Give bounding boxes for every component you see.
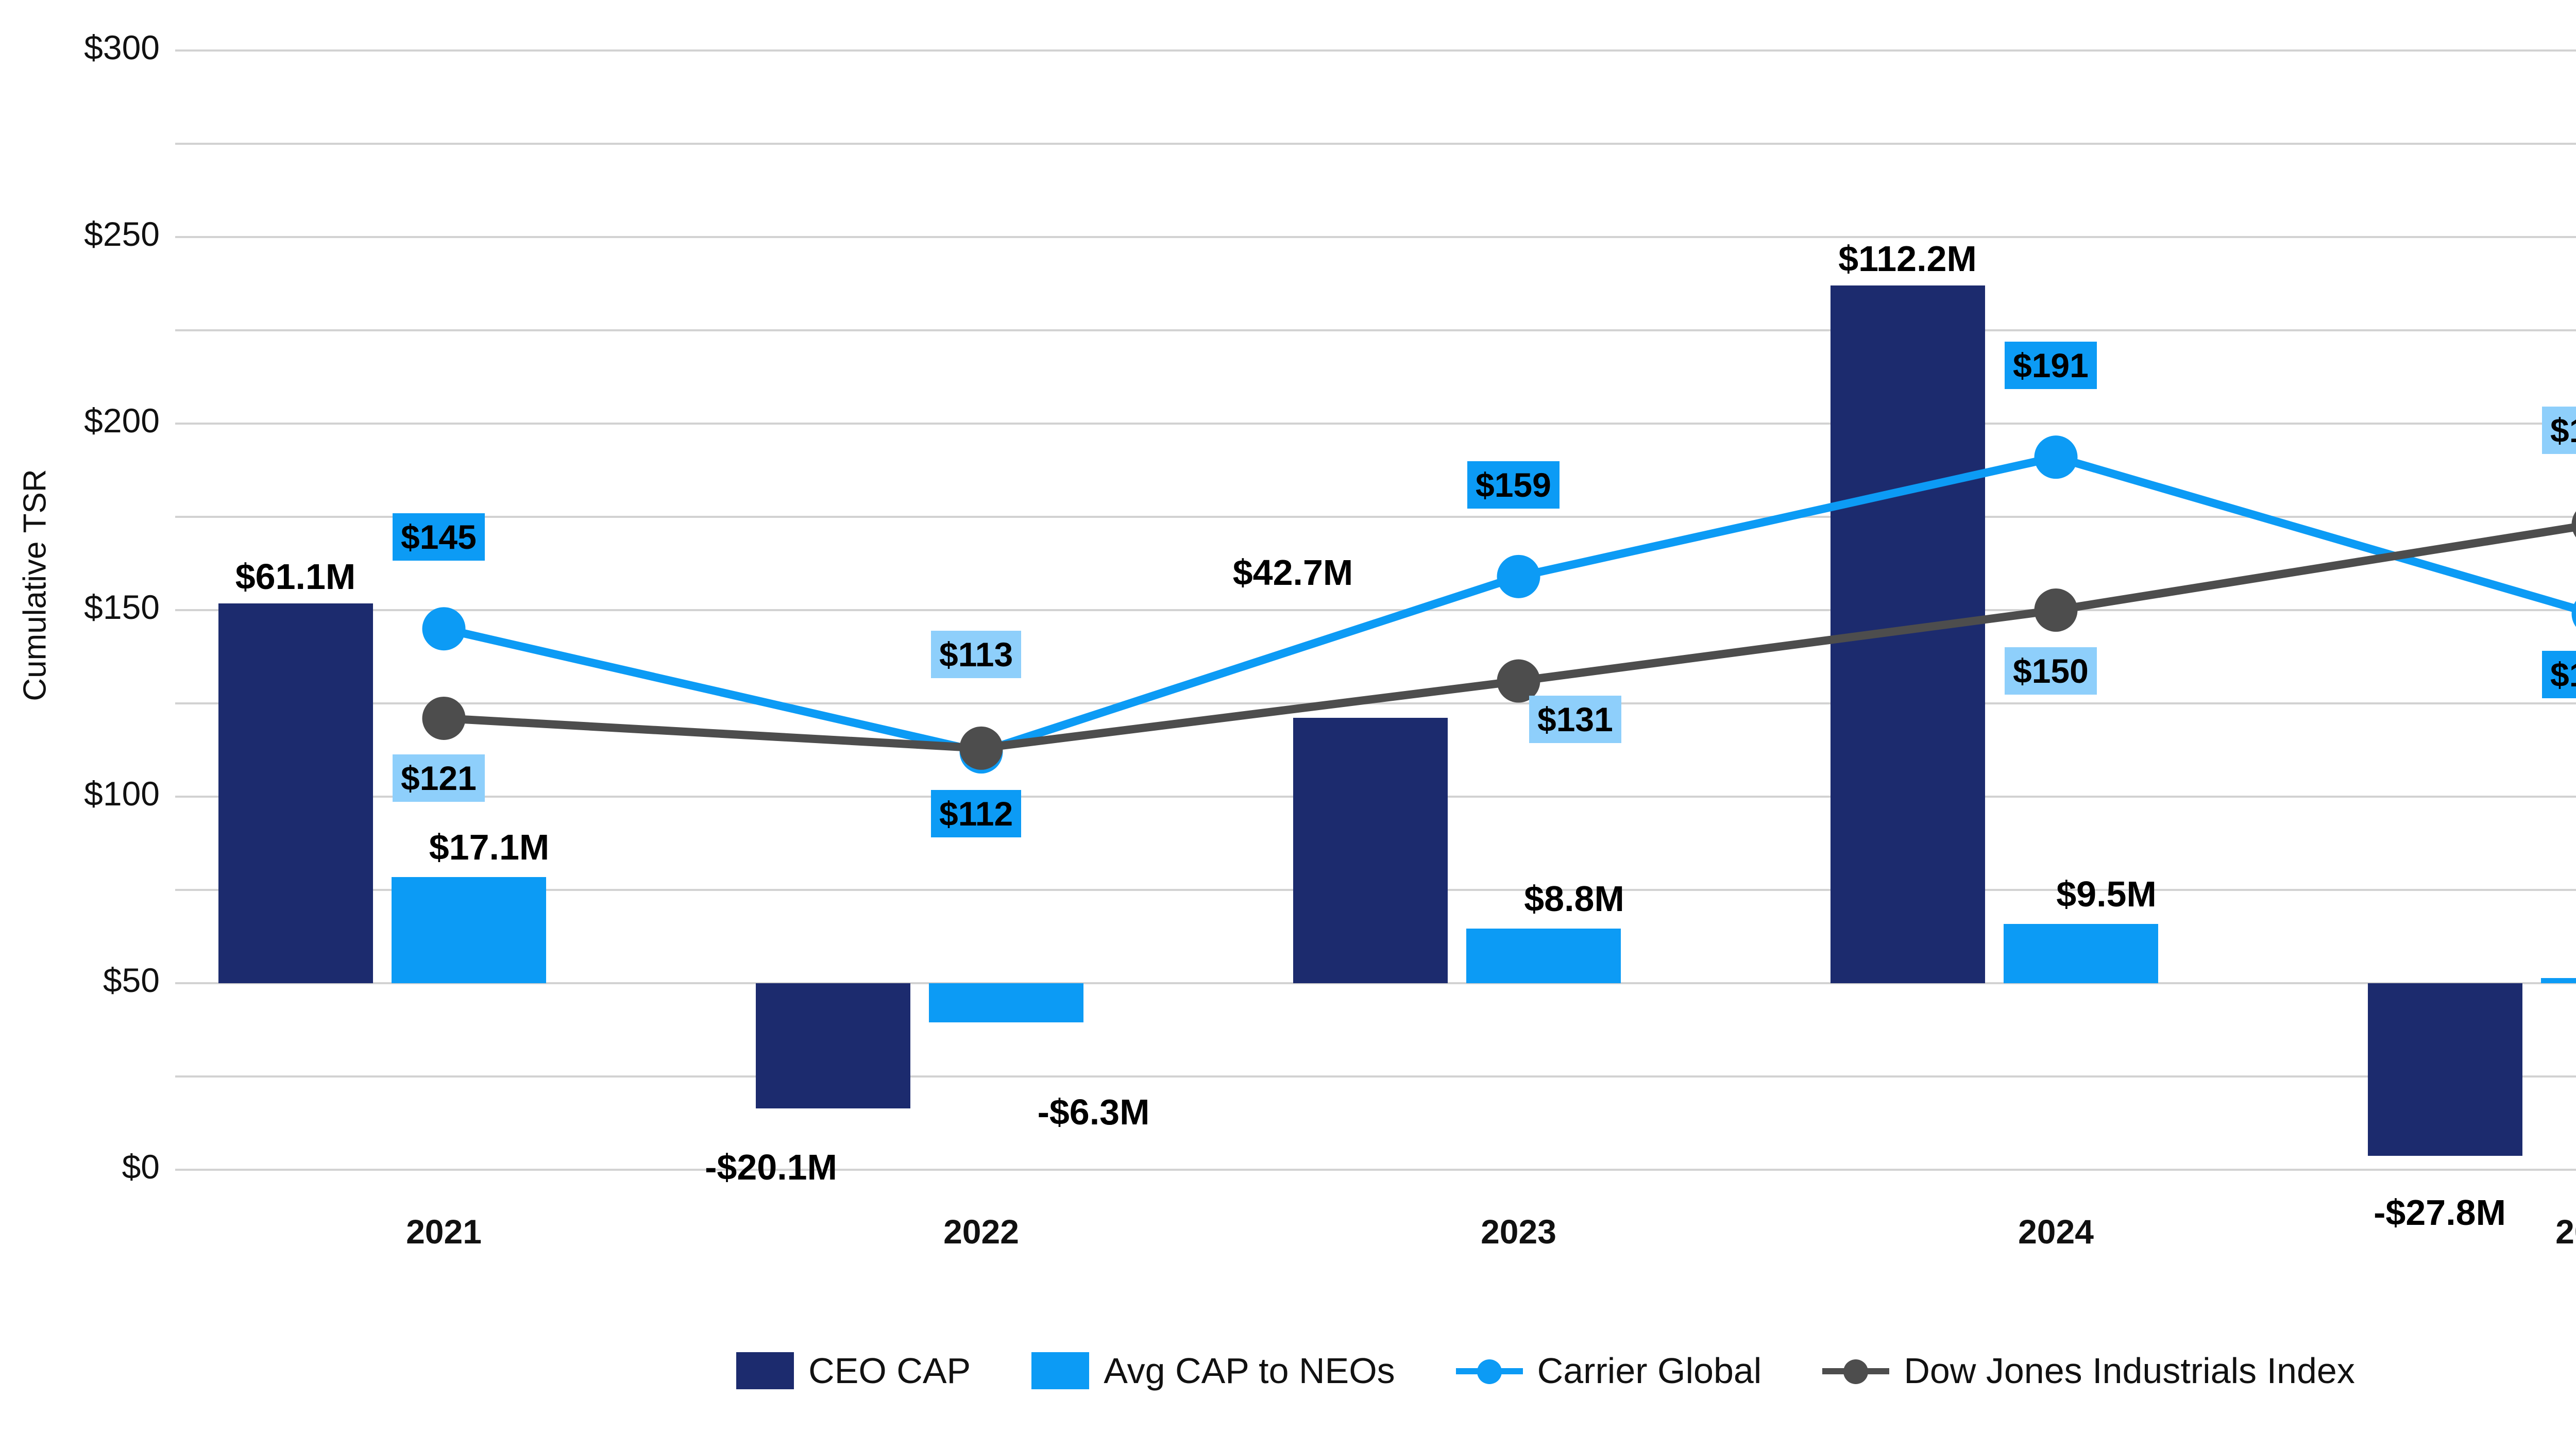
gridline [175,982,2576,984]
dow-value-label: $131 [1529,695,1621,743]
bar-value-label: -$27.8M [2374,1192,2506,1233]
gridline [175,49,2576,52]
bar-ceo-cap[interactable] [1293,717,1448,983]
bar-value-label: $42.7M [1232,552,1353,593]
left-axis-tick-label: $100 [84,775,160,813]
x-axis-tick-label: 2023 [1481,1213,1556,1251]
bar-ceo-cap[interactable] [755,983,910,1108]
bar-ceo-cap[interactable] [218,603,373,983]
gridline [175,1169,2576,1171]
carrier-value-label: $145 [393,513,485,561]
gridline [175,423,2576,425]
carrier-value-label: $191 [2005,342,2097,390]
legend-item[interactable]: Avg CAP to NEOs [1031,1350,1395,1391]
legend-swatch-icon [1031,1352,1090,1389]
legend-line-marker-icon [1455,1352,1523,1389]
left-axis-tick-label: $300 [84,28,160,66]
bar-avg-cap-neos[interactable] [2003,924,2158,983]
bar-avg-cap-neos[interactable] [1466,928,1621,983]
gridline [175,329,2576,331]
bar-value-label: -$6.3M [1037,1092,1150,1133]
gridline [175,1075,2576,1078]
legend-item[interactable]: CEO CAP [736,1350,971,1391]
x-axis-tick-label: 2021 [406,1213,482,1251]
carrier-value-label: $149 [2542,651,2576,699]
legend-dot-icon [1843,1359,1869,1384]
bar-avg-cap-neos[interactable] [2540,978,2576,983]
left-axis-tick-label: $200 [84,401,160,440]
dow-value-label: $150 [2005,647,2097,695]
plot-area: $61.1M -$20.1M $42.7M $112.2M -$27.8M $17.1M -… [175,49,2576,1233]
gridline [175,143,2576,145]
left-axis-tick-label: $250 [84,215,160,253]
chart-legend: CEO CAP Avg CAP to NEOs Carrier Global Dow … [0,1350,2576,1391]
left-axis-tick-label: $50 [103,961,160,999]
legend-label: Dow Jones Industrials Index [1904,1351,2355,1391]
left-axis-title: Cumulative TSR [17,469,53,701]
bar-value-label: $9.5M [2056,874,2157,915]
x-axis-tick-label: 2022 [943,1213,1019,1251]
left-axis-tick-label: $0 [122,1148,160,1186]
carrier-value-label: $112 [931,790,1022,838]
bar-ceo-cap[interactable] [2367,983,2522,1156]
gridline [175,609,2576,611]
bar-value-label: $0.8M [2520,992,2576,1034]
gridline [175,702,2576,704]
bar-value-label: -$20.1M [705,1147,837,1187]
dow-value-label: $121 [393,754,485,802]
bar-value-label: $112.2M [1838,239,1977,279]
dow-value-label: $113 [931,630,1022,678]
x-axis-tick-label: 2025 [2555,1213,2576,1251]
legend-item[interactable]: Carrier Global [1455,1350,1762,1391]
bar-avg-cap-neos[interactable] [928,983,1083,1023]
legend-line-marker-icon [1822,1352,1890,1389]
dow-value-label: $173 [2542,407,2576,454]
legend-label: Avg CAP to NEOs [1104,1351,1395,1391]
bar-value-label: $8.8M [1524,878,1624,919]
bar-value-label: $17.1M [429,827,550,867]
x-axis-tick-label: 2024 [2018,1213,2094,1251]
bar-value-label: $61.1M [235,556,356,597]
legend-label: Carrier Global [1537,1351,1762,1391]
legend-label: CEO CAP [808,1351,971,1391]
gridline [175,516,2576,518]
legend-dot-icon [1477,1359,1502,1384]
legend-swatch-icon [736,1352,794,1389]
legend-item[interactable]: Dow Jones Industrials Index [1822,1350,2355,1391]
bar-avg-cap-neos[interactable] [391,877,546,983]
gridline [175,236,2576,238]
carrier-value-label: $159 [1467,461,1560,509]
left-axis-tick-label: $150 [84,588,160,626]
